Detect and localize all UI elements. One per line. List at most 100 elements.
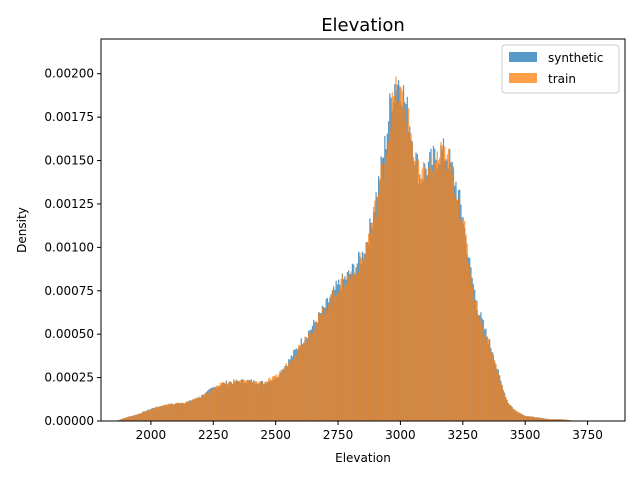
- histogram-bar-train: [496, 369, 498, 421]
- histogram-bar-train: [339, 286, 341, 421]
- histogram-bar-train: [285, 363, 287, 421]
- histogram-bar-train: [566, 419, 568, 421]
- histogram-bar-train: [224, 383, 226, 421]
- histogram-bar-train: [557, 419, 559, 421]
- histogram-bar-train: [470, 275, 472, 421]
- histogram-bar-train: [279, 373, 281, 421]
- histogram-bar-train: [396, 103, 398, 422]
- histogram-bar-train: [254, 381, 256, 421]
- histogram-bar-train: [295, 355, 297, 421]
- histogram-bar-train: [205, 393, 208, 421]
- histogram-bar-train: [445, 170, 447, 421]
- histogram-bar-train: [335, 295, 337, 421]
- histogram-bar-train: [124, 417, 126, 421]
- histogram-bar-train: [540, 418, 542, 421]
- histogram-bar-train: [123, 418, 125, 421]
- histogram-bar-train: [502, 389, 504, 421]
- histogram-bar-train: [474, 300, 476, 421]
- histogram-bar-train: [306, 338, 309, 421]
- histogram-bar-train: [460, 219, 462, 421]
- histogram-bar-train: [316, 322, 319, 421]
- histogram-bar-train: [232, 384, 234, 421]
- histogram-bar-train: [429, 157, 431, 422]
- histogram-bar-train: [520, 413, 522, 421]
- histogram-bar-train: [454, 193, 456, 421]
- histogram-bar-train: [338, 291, 340, 421]
- histogram-bar-train: [179, 402, 181, 421]
- histogram-bar-train: [507, 403, 509, 421]
- histogram-bar-train: [311, 333, 314, 421]
- histogram-bar-train: [477, 315, 480, 421]
- histogram-bar-train: [419, 176, 421, 421]
- histogram-bar-train: [241, 379, 244, 421]
- histogram-bar-train: [138, 414, 140, 421]
- histogram-bar-train: [436, 151, 438, 421]
- histogram-bar-train: [527, 415, 529, 421]
- histogram-bar-train: [385, 154, 387, 422]
- histogram-bar-train: [185, 401, 188, 421]
- histogram-bar-train: [140, 412, 143, 421]
- histogram-bar-train: [442, 150, 445, 421]
- histogram-bar-train: [343, 287, 345, 421]
- y-tick-label: 0.00050: [44, 327, 94, 341]
- histogram-bar-train: [177, 403, 179, 421]
- series-train: [115, 76, 576, 422]
- histogram-bar-train: [321, 307, 324, 421]
- histogram-bar-train: [471, 286, 473, 421]
- x-tick-label: 3750: [572, 428, 603, 442]
- x-tick-label: 3250: [448, 428, 479, 442]
- histogram-bar-train: [189, 402, 191, 421]
- histogram-bar-train: [258, 382, 260, 421]
- histogram-bar-train: [344, 285, 346, 421]
- histogram-bar-train: [389, 121, 391, 421]
- histogram-bar-train: [210, 387, 213, 421]
- histogram-bar-train: [149, 409, 151, 421]
- histogram-bar-train: [490, 351, 492, 421]
- histogram-bar-train: [384, 163, 386, 421]
- histogram-bar-train: [230, 383, 232, 421]
- histogram-bar-train: [270, 380, 272, 421]
- y-tick-label: 0.00100: [44, 240, 94, 254]
- histogram-bar-train: [118, 419, 120, 421]
- histogram-bar-train: [370, 223, 372, 421]
- histogram-bar-train: [323, 308, 325, 421]
- histogram-bar-train: [250, 379, 252, 421]
- histogram-bar-train: [315, 320, 317, 421]
- histogram-bar-train: [550, 419, 552, 421]
- histogram-bar-train: [173, 404, 175, 421]
- histogram-bar-train: [531, 416, 533, 421]
- histogram-bar-train: [255, 381, 257, 421]
- histogram-bar-train: [130, 415, 133, 421]
- histogram-bar-train: [165, 404, 168, 421]
- histogram-bar-train: [298, 344, 300, 421]
- histogram-bar-train: [336, 294, 339, 421]
- histogram-bar-train: [240, 381, 242, 421]
- histogram-bar-train: [421, 168, 423, 421]
- histogram-bar-train: [390, 131, 392, 421]
- histogram-bar-train: [300, 347, 302, 421]
- histogram-bar-train: [546, 418, 548, 421]
- histogram-bar-train: [353, 269, 355, 421]
- histogram-bar-train: [243, 379, 245, 421]
- histogram-bar-train: [364, 257, 366, 421]
- histogram-bar-train: [498, 378, 501, 421]
- histogram-bar-train: [528, 416, 531, 421]
- y-tick-label: 0.00075: [44, 284, 94, 298]
- histogram-bar-train: [153, 407, 155, 421]
- histogram-bar-train: [293, 359, 295, 421]
- histogram-bar-train: [376, 196, 378, 421]
- histogram-bar-train: [481, 326, 483, 421]
- y-tick-label: 0.00025: [44, 371, 94, 385]
- histogram-bar-train: [469, 266, 471, 421]
- x-tick-label: 3000: [385, 428, 416, 442]
- histogram-bar-train: [369, 235, 371, 421]
- histogram-bar-train: [522, 415, 524, 421]
- histogram-bar-train: [457, 198, 460, 421]
- histogram-bar-train: [511, 407, 513, 421]
- histogram-bar-train: [500, 383, 502, 421]
- histogram-bar-train: [541, 418, 543, 421]
- histogram-bar-train: [119, 419, 121, 421]
- histogram-bar-train: [530, 416, 532, 421]
- histogram-bar-train: [515, 411, 517, 421]
